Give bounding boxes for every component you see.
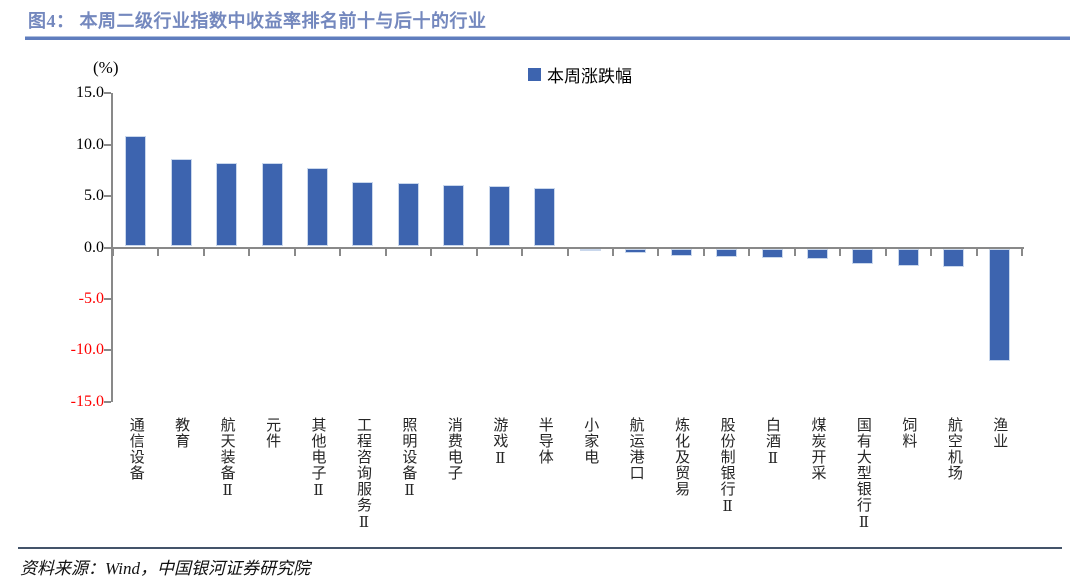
y-axis-tick [104, 143, 111, 146]
x-axis-tick [293, 248, 296, 256]
x-axis-tick [702, 248, 705, 256]
x-axis-tick [248, 248, 251, 256]
bar-通信设备 [125, 136, 147, 247]
category-label: 白酒Ⅱ [764, 416, 781, 468]
category-label: 元件 [264, 416, 281, 449]
y-axis-tick-label: -15.0 [70, 392, 104, 410]
y-axis-tick-label: 10.0 [76, 135, 104, 153]
category-label: 半导体 [536, 416, 553, 465]
category-label: 国有大型银行Ⅱ [854, 416, 871, 532]
y-axis-tick [104, 246, 111, 249]
y-axis-unit-label: (%) [93, 58, 119, 77]
x-axis-tick [839, 248, 842, 256]
x-axis-tick [793, 248, 796, 256]
legend-label: 本周涨跌幅 [547, 67, 632, 86]
x-axis-tick [521, 248, 524, 256]
bar-煤炭开采 [806, 248, 828, 259]
x-axis-tick [202, 248, 205, 256]
category-label: 工程咨询服务Ⅱ [354, 416, 371, 532]
legend-swatch [528, 68, 541, 81]
bar-小家电 [579, 248, 601, 251]
x-axis-line [111, 246, 1024, 249]
category-label: 教育 [173, 416, 190, 449]
x-axis-tick [566, 248, 569, 256]
y-axis-tick-label: -5.0 [78, 289, 104, 307]
category-label: 消费电子 [445, 416, 462, 481]
footer-divider [18, 547, 1062, 549]
bar-渔业 [988, 248, 1010, 361]
category-label: 航运港口 [627, 416, 644, 481]
x-axis-tick [1021, 248, 1023, 256]
title-divider [25, 36, 1070, 40]
bar-航天装备Ⅱ [216, 163, 238, 247]
category-label: 炼化及贸易 [673, 416, 690, 497]
bar-其他电子Ⅱ [307, 168, 329, 247]
y-axis-tick [104, 297, 111, 300]
bar-照明设备Ⅱ [397, 182, 419, 247]
x-axis-tick [339, 248, 342, 256]
y-axis-tick [104, 400, 111, 403]
category-label: 饲料 [900, 416, 917, 449]
x-axis-tick [157, 248, 160, 256]
category-label: 航空机场 [945, 416, 962, 481]
category-label: 照明设备Ⅱ [400, 416, 417, 500]
bar-航运港口 [625, 248, 647, 253]
bar-工程咨询服务Ⅱ [352, 181, 374, 247]
bar-航空机场 [943, 248, 965, 268]
x-axis-tick [611, 248, 614, 256]
x-axis-tick [112, 248, 114, 256]
x-axis-tick [475, 248, 478, 256]
x-axis-tick [430, 248, 433, 256]
category-label: 小家电 [582, 416, 599, 465]
category-label: 通信设备 [127, 416, 144, 481]
x-axis-tick [657, 248, 660, 256]
category-label: 煤炭开采 [809, 416, 826, 481]
y-axis-tick-label: 15.0 [76, 84, 104, 102]
y-axis-tick-label: -10.0 [70, 341, 104, 359]
category-label: 航天装备Ⅱ [218, 416, 235, 500]
x-axis-tick [930, 248, 933, 256]
category-label: 其他电子Ⅱ [309, 416, 326, 500]
y-axis-tick [104, 349, 111, 352]
bar-白酒Ⅱ [761, 248, 783, 258]
x-axis-tick [384, 248, 387, 256]
bar-饲料 [897, 248, 919, 266]
x-axis-tick [975, 248, 978, 256]
y-axis-tick-label: 0.0 [84, 238, 104, 256]
y-axis-tick [104, 92, 111, 95]
bar-chart: (%) 本周涨跌幅 15.0 10.0 5.0 0.0 -5.0 -10.0 -15.0 通信… [0, 44, 1080, 544]
bar-游戏Ⅱ [488, 185, 510, 247]
x-axis-tick [884, 248, 887, 256]
figure-title: 图4： 本周二级行业指数中收益率排名前十与后十的行业 [28, 11, 487, 31]
y-axis-tick [104, 195, 111, 198]
bar-国有大型银行Ⅱ [852, 248, 874, 264]
source-note: 资料来源：Wind，中国银河证券研究院 [20, 559, 310, 578]
bar-半导体 [534, 187, 556, 247]
x-axis-tick [748, 248, 751, 256]
bar-炼化及贸易 [670, 248, 692, 256]
bar-消费电子 [443, 184, 465, 247]
y-axis-tick-label: 5.0 [84, 187, 104, 205]
chart-legend: 本周涨跌幅 [528, 62, 632, 87]
bar-元件 [261, 163, 283, 247]
category-label: 游戏Ⅱ [491, 416, 508, 468]
bar-教育 [170, 159, 192, 247]
bar-股份制银行Ⅱ [716, 248, 738, 257]
category-label: 渔业 [991, 416, 1008, 449]
category-label: 股份制银行Ⅱ [718, 416, 735, 516]
